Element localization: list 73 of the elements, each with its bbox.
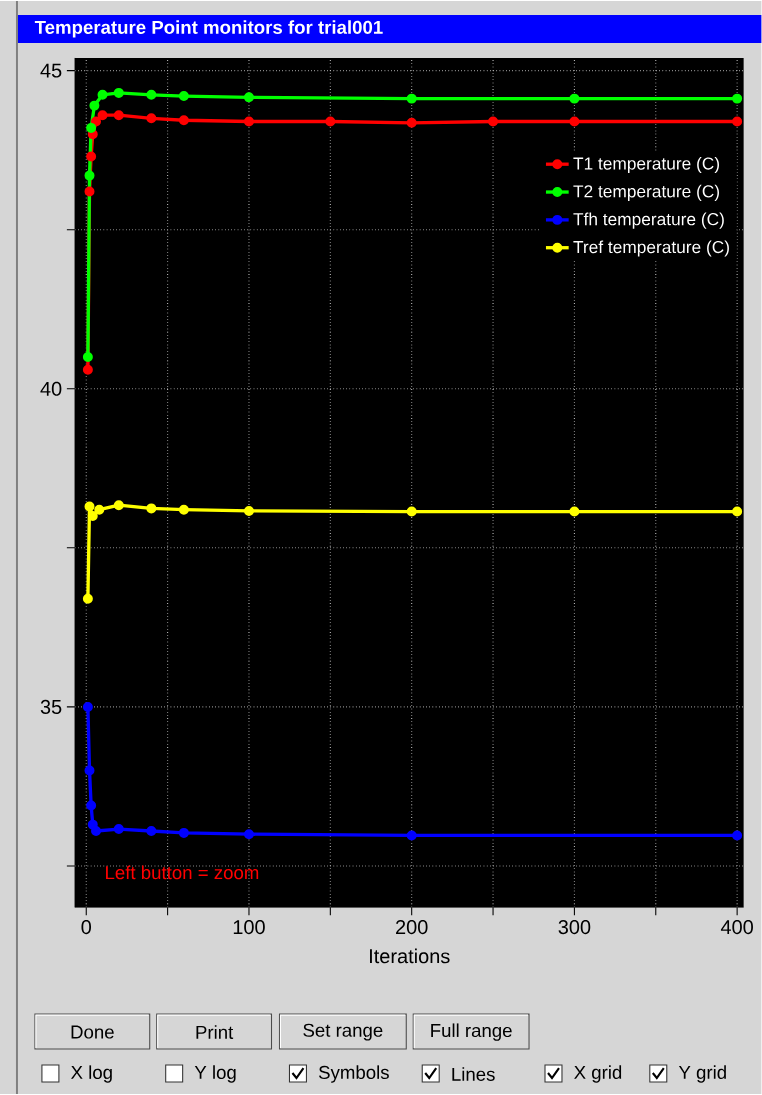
text: Lines <box>452 1067 495 1081</box>
text: Y grid <box>679 1065 727 1083</box>
legend-label: Tref temperature (C) <box>573 240 730 257</box>
point <box>179 504 190 515</box>
point <box>86 800 97 811</box>
point <box>406 93 417 104</box>
point <box>732 830 743 841</box>
point <box>179 91 190 102</box>
point <box>86 151 97 162</box>
point <box>569 506 580 517</box>
point <box>732 93 743 104</box>
point <box>406 506 417 517</box>
point <box>97 110 108 121</box>
point <box>114 500 124 511</box>
point <box>94 504 105 515</box>
point <box>244 829 255 840</box>
point <box>84 170 95 181</box>
text: Full range <box>431 1023 512 1041</box>
point <box>244 92 255 103</box>
x-tick-label: 100 <box>234 920 266 935</box>
point <box>569 116 580 127</box>
point <box>87 819 98 830</box>
point <box>83 593 94 604</box>
x-tick-label: 400 <box>721 920 754 935</box>
text: Set range <box>303 1023 383 1041</box>
point <box>325 116 336 127</box>
point <box>146 503 157 514</box>
point <box>114 110 124 121</box>
text: Y log <box>194 1065 236 1083</box>
point <box>97 89 108 100</box>
point <box>83 701 94 712</box>
point <box>89 100 100 111</box>
point <box>83 351 94 362</box>
point <box>732 116 743 127</box>
point <box>84 765 95 776</box>
point <box>146 825 157 836</box>
text: Print <box>196 1025 234 1039</box>
y-tick-label: 45 <box>40 63 62 78</box>
point <box>569 93 580 104</box>
point <box>146 113 157 124</box>
annotation: Left button = zoom <box>106 865 259 880</box>
point <box>86 122 97 133</box>
y-tick-label: 35 <box>40 699 62 714</box>
x-tick-label: 200 <box>396 920 428 935</box>
point <box>84 186 95 197</box>
text: X grid <box>574 1065 622 1083</box>
point <box>91 116 102 127</box>
point <box>83 364 94 375</box>
point <box>179 827 190 838</box>
point <box>114 87 124 98</box>
chart-title: Temperature Point monitors for trial001 <box>35 20 383 38</box>
point <box>87 511 98 522</box>
x-tick-label: 300 <box>558 920 591 935</box>
y-tick-label: 40 <box>40 381 62 396</box>
point <box>244 505 255 516</box>
x-axis-title: Iterations <box>370 948 450 964</box>
text: X log <box>71 1065 113 1083</box>
point <box>732 506 743 517</box>
point <box>146 89 157 100</box>
x-tick-label: 0 <box>81 920 92 935</box>
point <box>244 116 255 127</box>
point <box>91 825 102 836</box>
text: Done <box>71 1025 114 1039</box>
point <box>179 115 190 126</box>
text: Symbols <box>319 1065 390 1083</box>
point <box>114 824 124 835</box>
point <box>406 830 417 841</box>
legend-label: T2 temperature (C) <box>573 184 720 201</box>
point <box>84 501 95 512</box>
legend-label: Tfh temperature (C) <box>573 212 725 229</box>
point <box>488 116 499 127</box>
legend-label: T1 temperature (C) <box>573 156 720 174</box>
point <box>406 117 417 128</box>
